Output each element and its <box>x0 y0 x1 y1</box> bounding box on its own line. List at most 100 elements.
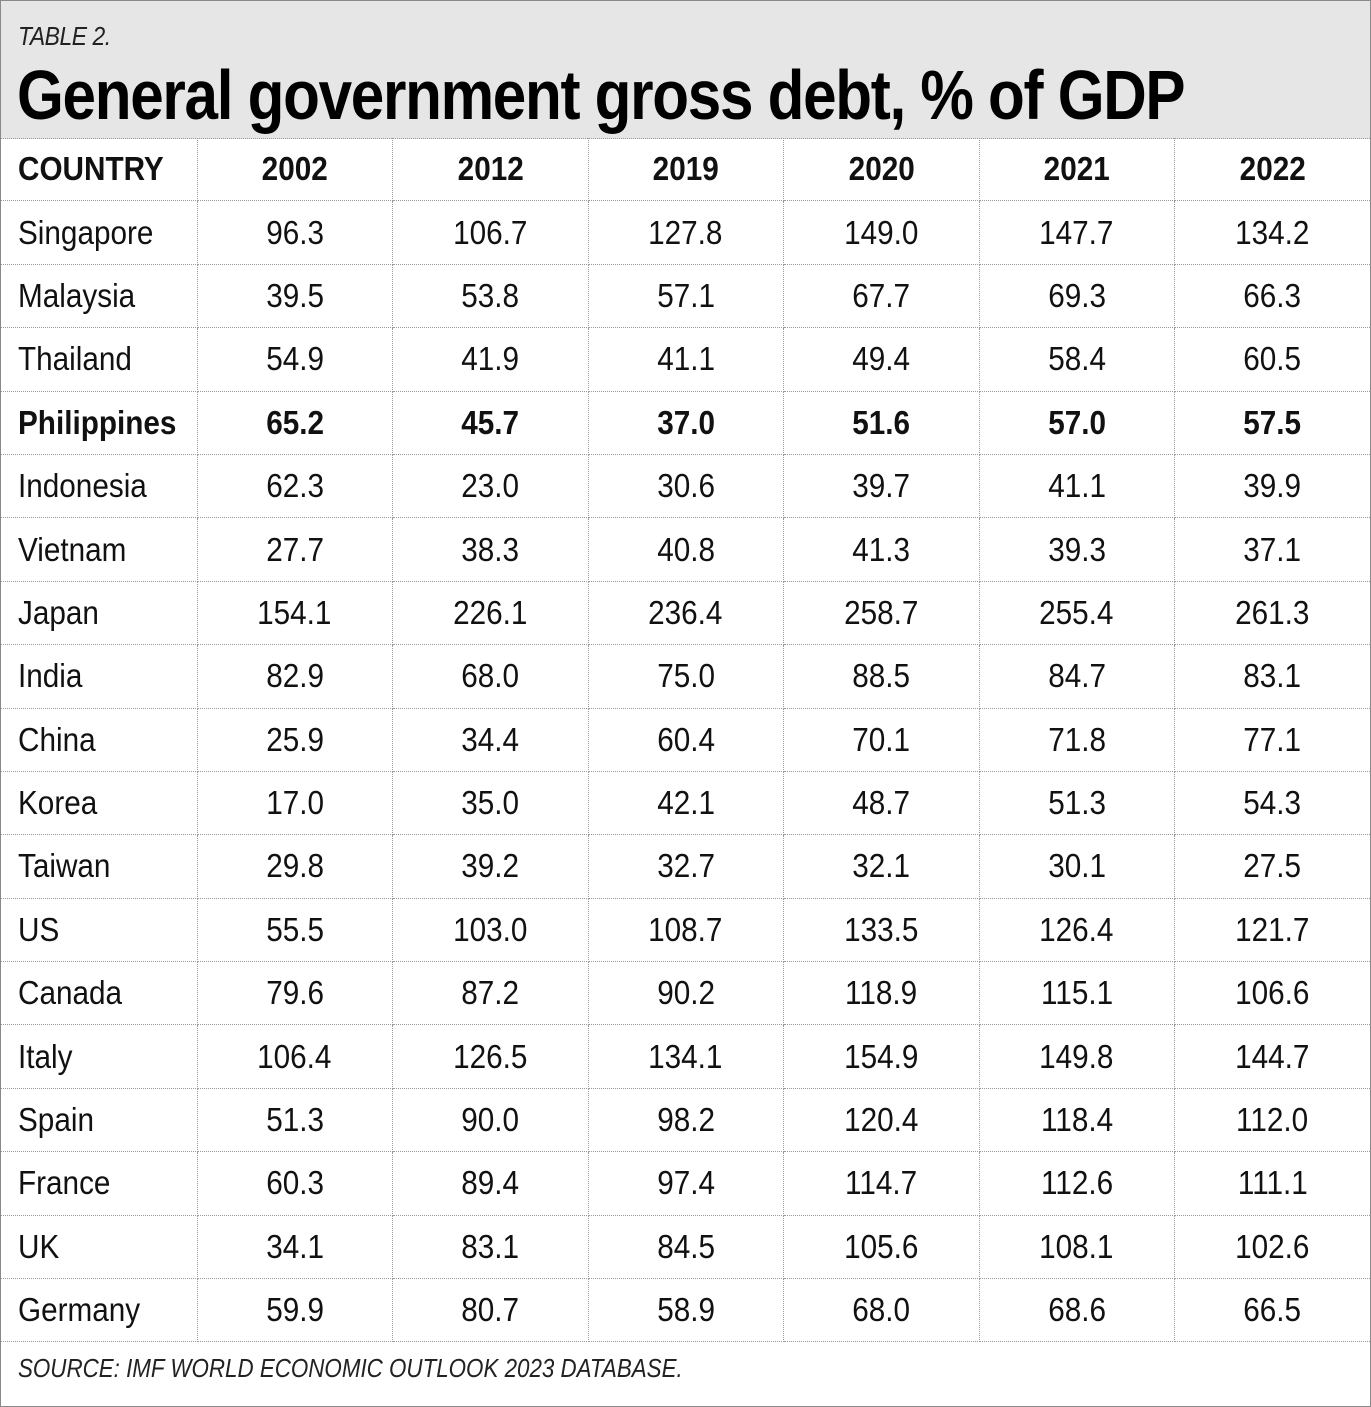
debt-value-cell: 67.7 <box>783 264 980 329</box>
source-note: SOURCE: IMF WORLD ECONOMIC OUTLOOK 2023 … <box>18 1353 683 1383</box>
debt-value-cell: 236.4 <box>588 581 784 646</box>
country-name-cell: Canada <box>1 961 198 1026</box>
debt-value-cell: 41.1 <box>588 327 784 392</box>
debt-value-cell: 39.9 <box>1174 454 1370 519</box>
table-body: Singapore 96.3 106.7 127.8 149.0 147.7 134.2 Ma… <box>1 200 1370 1343</box>
debt-value-cell: 127.8 <box>588 200 784 265</box>
debt-value-cell: 58.4 <box>979 327 1175 392</box>
debt-value-cell: 49.4 <box>783 327 980 392</box>
debt-value-cell: 23.0 <box>392 454 589 519</box>
column-header-year: 2022 <box>1174 138 1370 202</box>
debt-value-cell: 34.1 <box>197 1215 393 1280</box>
debt-value-cell: 106.7 <box>392 200 589 265</box>
debt-value-cell: 105.6 <box>783 1215 980 1280</box>
column-header-year: 2012 <box>392 138 589 202</box>
debt-value-cell: 32.1 <box>783 834 980 899</box>
table-row: China 25.9 34.4 60.4 70.1 71.8 77.1 <box>1 708 1370 772</box>
debt-value-cell: 60.5 <box>1174 327 1370 392</box>
debt-value-cell: 60.3 <box>197 1151 393 1216</box>
debt-value-cell: 88.5 <box>783 644 980 709</box>
country-name-cell: Thailand <box>1 327 198 392</box>
column-header-country: COUNTRY <box>1 138 198 202</box>
table-row: Malaysia 39.5 53.8 57.1 67.7 69.3 66.3 <box>1 264 1370 329</box>
country-name-cell: Singapore <box>1 200 198 265</box>
debt-value-cell: 39.5 <box>197 264 393 329</box>
debt-value-cell: 70.1 <box>783 708 980 772</box>
column-header-year: 2020 <box>783 138 980 202</box>
debt-value-cell: 154.9 <box>783 1024 980 1089</box>
debt-value-cell: 79.6 <box>197 961 393 1026</box>
debt-value-cell: 57.1 <box>588 264 784 329</box>
debt-value-cell: 114.7 <box>783 1151 980 1216</box>
debt-value-cell: 17.0 <box>197 771 393 836</box>
debt-value-cell: 75.0 <box>588 644 784 709</box>
country-name-cell: Japan <box>1 581 198 646</box>
table-number-label: TABLE 2. <box>18 21 111 51</box>
debt-value-cell: 27.7 <box>197 517 393 582</box>
country-name-cell: Spain <box>1 1088 198 1153</box>
country-name-cell: Vietnam <box>1 517 198 582</box>
table-row: Canada 79.6 87.2 90.2 118.9 115.1 106.6 <box>1 961 1370 1026</box>
debt-value-cell: 258.7 <box>783 581 980 646</box>
debt-value-cell: 147.7 <box>979 200 1175 265</box>
debt-value-cell: 27.5 <box>1174 834 1370 899</box>
debt-value-cell: 111.1 <box>1174 1151 1370 1216</box>
country-name-cell: France <box>1 1151 198 1216</box>
debt-value-cell: 134.1 <box>588 1024 784 1089</box>
debt-value-cell: 90.0 <box>392 1088 589 1153</box>
table-row: Singapore 96.3 106.7 127.8 149.0 147.7 134.2 <box>1 200 1370 265</box>
column-header-year: 2019 <box>588 138 784 202</box>
debt-value-cell: 41.3 <box>783 517 980 582</box>
debt-value-cell: 57.5 <box>1174 391 1370 455</box>
debt-value-cell: 37.0 <box>588 391 784 455</box>
debt-value-cell: 32.7 <box>588 834 784 899</box>
debt-value-cell: 154.1 <box>197 581 393 646</box>
header-row: COUNTRY 2002 2012 2019 2020 2021 2022 <box>1 138 1370 202</box>
debt-value-cell: 133.5 <box>783 898 980 963</box>
country-name-cell: Malaysia <box>1 264 198 329</box>
debt-value-cell: 40.8 <box>588 517 784 582</box>
debt-value-cell: 35.0 <box>392 771 589 836</box>
debt-value-cell: 51.3 <box>979 771 1175 836</box>
table-title: General government gross debt, % of GDP <box>17 56 1186 134</box>
debt-value-cell: 102.6 <box>1174 1215 1370 1280</box>
table-row: Indonesia 62.3 23.0 30.6 39.7 41.1 39.9 <box>1 454 1370 519</box>
debt-value-cell: 112.0 <box>1174 1088 1370 1153</box>
country-name-cell: Korea <box>1 771 198 836</box>
column-header-year: 2021 <box>979 138 1175 202</box>
debt-value-cell: 90.2 <box>588 961 784 1026</box>
country-name-cell: UK <box>1 1215 198 1280</box>
debt-value-cell: 65.2 <box>197 391 393 455</box>
debt-value-cell: 108.1 <box>979 1215 1175 1280</box>
debt-value-cell: 37.1 <box>1174 517 1370 582</box>
table-row: India 82.9 68.0 75.0 88.5 84.7 83.1 <box>1 644 1370 709</box>
debt-value-cell: 87.2 <box>392 961 589 1026</box>
debt-value-cell: 45.7 <box>392 391 589 455</box>
debt-value-cell: 97.4 <box>588 1151 784 1216</box>
debt-value-cell: 80.7 <box>392 1278 589 1343</box>
debt-value-cell: 96.3 <box>197 200 393 265</box>
country-name-cell: Taiwan <box>1 834 198 899</box>
debt-value-cell: 54.9 <box>197 327 393 392</box>
debt-table: COUNTRY 2002 2012 2019 2020 2021 2022 Singapor… <box>1 138 1370 1343</box>
debt-value-cell: 39.2 <box>392 834 589 899</box>
debt-value-cell: 126.5 <box>392 1024 589 1089</box>
debt-value-cell: 48.7 <box>783 771 980 836</box>
country-name-cell: Italy <box>1 1024 198 1089</box>
debt-value-cell: 68.6 <box>979 1278 1175 1343</box>
debt-value-cell: 55.5 <box>197 898 393 963</box>
debt-value-cell: 42.1 <box>588 771 784 836</box>
debt-value-cell: 134.2 <box>1174 200 1370 265</box>
table-row: Thailand 54.9 41.9 41.1 49.4 58.4 60.5 <box>1 327 1370 392</box>
debt-value-cell: 30.1 <box>979 834 1175 899</box>
debt-value-cell: 41.9 <box>392 327 589 392</box>
debt-value-cell: 66.3 <box>1174 264 1370 329</box>
debt-value-cell: 126.4 <box>979 898 1175 963</box>
table-row: UK 34.1 83.1 84.5 105.6 108.1 102.6 <box>1 1215 1370 1280</box>
debt-value-cell: 83.1 <box>392 1215 589 1280</box>
table-row: Taiwan 29.8 39.2 32.7 32.1 30.1 27.5 <box>1 834 1370 899</box>
debt-value-cell: 38.3 <box>392 517 589 582</box>
debt-value-cell: 58.9 <box>588 1278 784 1343</box>
debt-value-cell: 106.4 <box>197 1024 393 1089</box>
debt-value-cell: 149.0 <box>783 200 980 265</box>
